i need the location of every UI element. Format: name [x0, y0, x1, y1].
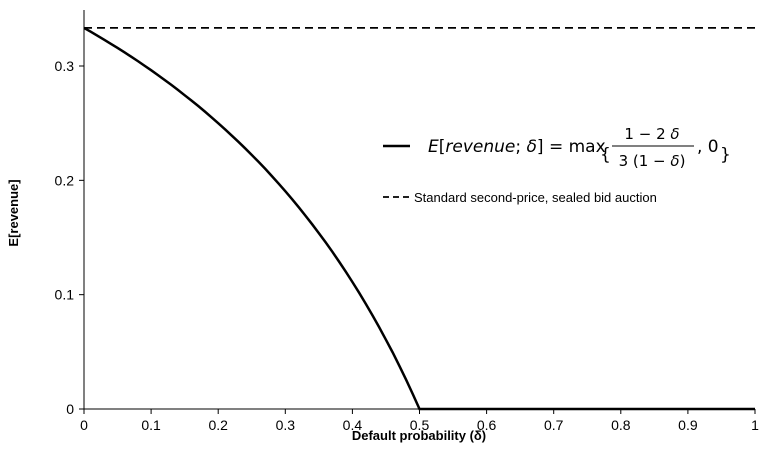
legend: E[revenue; δ] = max { 1 − 2 δ 3 (1 − δ) … — [383, 125, 731, 205]
y-tick-label: 0.2 — [55, 172, 75, 188]
x-tick-label: 0.2 — [208, 417, 228, 433]
formula-tail: , 0 — [697, 137, 719, 157]
y-tick-label: 0.3 — [55, 58, 75, 74]
series-layer — [83, 26, 755, 411]
formula-denominator: 3 (1 − δ) — [619, 152, 686, 170]
x-tick-label: 1 — [751, 417, 759, 433]
x-tick-label: 0.4 — [343, 417, 363, 433]
y-tick-label: 0.1 — [55, 287, 75, 303]
formula-numerator: 1 − 2 δ — [624, 125, 679, 143]
y-tick-label: 0 — [66, 401, 74, 417]
legend-dashed-label: Standard second-price, sealed bid auctio… — [414, 190, 657, 205]
x-tick-label: 0.3 — [276, 417, 296, 433]
series-solid-line — [83, 26, 755, 411]
x-tick-label: 0 — [80, 417, 88, 433]
legend-formula: E[revenue; δ] = max { 1 − 2 δ 3 (1 − δ) … — [428, 125, 731, 170]
formula-lhs: E[revenue; δ] = max — [428, 137, 606, 157]
x-axis-title: Default probability (δ) — [352, 428, 486, 443]
x-tick-label: 0.1 — [141, 417, 161, 433]
x-ticks: 0 0.1 0.2 0.3 0.4 0.5 0.6 0.7 0.8 0.9 1 — [80, 409, 759, 433]
x-tick-label: 0.5 — [410, 417, 430, 433]
x-tick-label: 0.6 — [477, 417, 497, 433]
formula-left-brace: { — [600, 145, 611, 165]
x-tick-label: 0.9 — [678, 417, 698, 433]
x-tick-label: 0.7 — [544, 417, 564, 433]
y-ticks: 0 0.1 0.2 0.3 — [55, 58, 84, 417]
formula-right-brace: } — [720, 145, 731, 165]
y-axis-title: E[revenue] — [6, 179, 21, 246]
x-tick-label: 0.8 — [611, 417, 631, 433]
